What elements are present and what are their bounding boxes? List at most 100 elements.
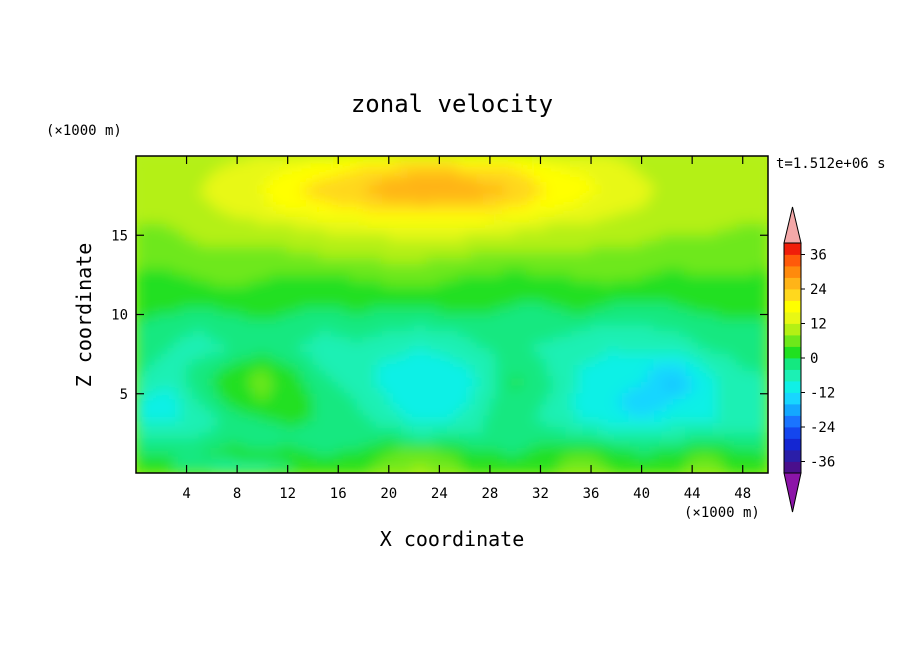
contour-cell [141,280,150,287]
contour-cell [419,302,428,310]
contour-cell [306,263,314,270]
contour-cell [584,291,592,299]
contour-cell [312,223,320,231]
contour-cell [205,432,213,440]
contour-cell [312,234,320,242]
contour-cell [268,268,276,276]
contour-cell [419,229,428,236]
contour-cell [495,297,504,304]
contour-cell [205,234,213,242]
contour-cell [445,229,453,236]
contour-cell [160,291,169,299]
contour-cell [369,274,377,282]
contour-cell [615,156,624,163]
contour-cell [571,325,579,332]
contour-cell [552,364,560,372]
contour-cell [426,330,434,338]
contour-cell [628,297,636,304]
contour-cell [299,274,308,282]
contour-cell [565,381,573,389]
contour-cell [198,353,207,361]
contour-cell [679,189,687,197]
contour-cell [217,432,225,440]
contour-cell [489,314,497,321]
contour-cell [394,161,402,168]
contour-cell [679,308,687,315]
contour-cell [502,217,510,225]
contour-cell [754,342,763,349]
contour-cell [451,381,459,389]
contour-cell [363,330,371,338]
contour-cell [464,280,472,287]
contour-cell [211,427,219,434]
contour-cell [400,427,409,434]
contour-cell [249,268,257,276]
contour-cell [363,251,371,259]
contour-cell [312,421,320,429]
contour-cell [293,308,301,315]
contour-cell [457,240,466,248]
contour-cell [615,415,624,423]
contour-cell [514,285,523,293]
contour-cell [508,212,516,219]
contour-cell [723,381,731,389]
contour-cell [249,432,257,440]
contour-cell [249,206,257,214]
contour-cell [508,415,516,423]
contour-cell [685,291,693,299]
contour-cell [255,342,263,349]
contour-cell [369,291,377,299]
contour-cell [742,200,750,208]
contour-cell [748,172,756,180]
contour-cell [445,240,453,248]
contour-cell [388,432,396,440]
contour-cell [521,268,529,276]
contour-cell [660,370,668,378]
contour-cell [432,359,440,366]
contour-cell [451,314,459,321]
contour-cell [369,246,377,253]
contour-cell [268,347,276,355]
contour-cell [211,189,219,197]
contour-cell [136,325,143,332]
contour-cell [577,251,586,259]
contour-cell [584,156,592,163]
contour-cell [502,195,510,202]
contour-cell [148,217,156,225]
contour-cell [748,280,756,287]
contour-cell [255,183,263,191]
contour-cell [697,398,706,406]
contour-cell [217,325,225,332]
contour-cell [179,330,188,338]
contour-cell [533,415,541,423]
contour-cell [451,308,459,315]
contour-cell [546,195,554,202]
contour-cell [502,166,510,174]
contour-cell [464,251,472,259]
contour-cell [160,251,169,259]
contour-cell [356,183,365,191]
contour-cell [679,217,687,225]
contour-cell [558,183,567,191]
contour-cell [502,325,510,332]
contour-cell [729,161,737,168]
contour-cell [154,251,162,259]
contour-cell [502,415,510,423]
contour-cell [356,325,365,332]
contour-cell [710,268,718,276]
contour-cell [356,166,365,174]
contour-cell [211,246,219,253]
contour-cell [521,229,529,236]
contour-cell [653,381,662,389]
contour-cell [426,421,434,429]
contour-cell [400,195,409,202]
contour-cell [280,172,289,180]
contour-cell [565,223,573,231]
contour-cell [470,229,478,236]
contour-cell [242,398,251,406]
contour-cell [546,297,554,304]
contour-cell [249,217,257,225]
contour-cell [274,280,282,287]
contour-cell [697,297,706,304]
contour-cell [451,156,459,163]
